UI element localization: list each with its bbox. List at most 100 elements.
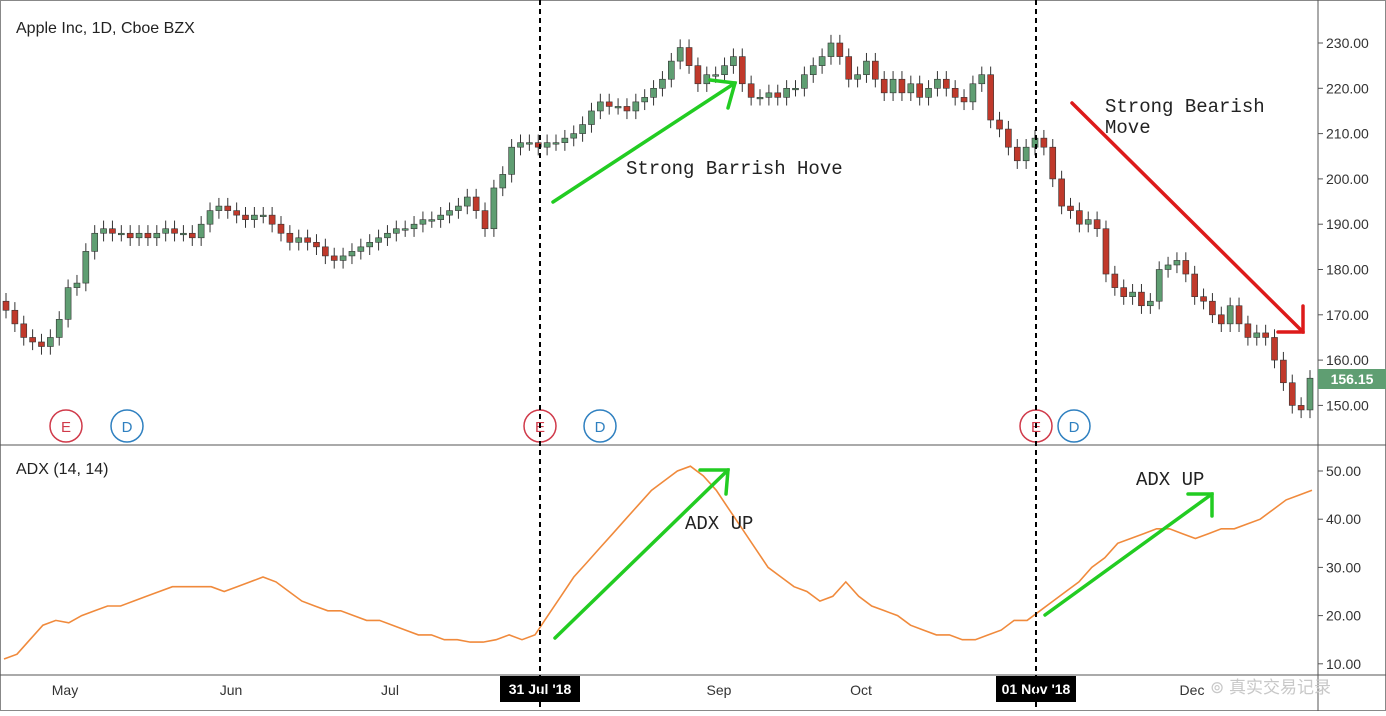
price-tick-label: 160.00 [1326,352,1369,368]
candle-body [827,42,835,57]
x-axis-label: Oct [850,682,872,698]
candle-body [978,74,986,85]
candle-body [765,92,773,98]
candle-body [490,187,498,230]
candle-body [375,237,382,243]
candle-body [712,74,719,77]
svg-text:D: D [122,419,133,436]
candle-body [934,78,941,89]
candle-body [1084,219,1092,225]
candle-body [1138,291,1145,307]
candle-body [1244,323,1252,338]
candle-body [721,65,728,76]
candle-body [162,228,169,234]
candle-body [561,137,569,143]
candle-body [472,196,480,211]
candle-body [623,106,631,112]
candle-body [987,74,994,121]
dividend-marker[interactable]: D [110,409,144,443]
price-tick-label: 220.00 [1326,80,1369,96]
candle-body [348,251,356,257]
x-axis-label: Dec [1180,682,1205,698]
price-tick-label: 170.00 [1326,307,1369,323]
candle-body [632,101,640,112]
candle-body [55,319,63,338]
candle-body [20,323,28,338]
candle-body [1217,314,1225,325]
candle-body [82,251,90,284]
candle-body [1049,146,1057,180]
candle-body [437,214,444,220]
candle-body [1120,287,1128,297]
candle-body [463,196,471,207]
main-chart-title: Apple Inc, 1D, Cboe BZX [16,20,195,37]
candle-body [517,142,524,148]
candle-body [1226,305,1234,325]
candle-body [1306,377,1314,411]
candle-body [845,56,853,80]
candle-body [641,97,648,103]
candle-body [907,83,915,94]
candle-body [384,232,391,239]
candle-body [730,56,737,66]
candle-body [339,255,347,261]
candle-body [738,56,746,85]
candle-body [1067,205,1074,211]
candle-body [783,88,790,98]
candle-body [597,101,604,112]
candle-body [428,219,436,222]
candle-body [2,300,10,311]
candle-body [1102,228,1110,275]
candle-body [1058,178,1065,207]
candle-body [1129,291,1136,297]
earnings-marker[interactable]: E [49,409,83,443]
x-axis-label: May [52,682,78,698]
price-tick-label: 190.00 [1326,216,1369,232]
candle-body [668,60,675,80]
candle-body [419,219,427,225]
candle-body [1253,332,1261,338]
candle-body [659,78,666,89]
candle-body [233,210,240,216]
price-tick-label: 180.00 [1326,262,1369,278]
candle-body [126,232,134,239]
candle-body [889,78,897,94]
candle-body [29,337,36,343]
dividend-marker[interactable]: D [1057,409,1091,443]
adx-tick-label: 10.00 [1326,656,1361,672]
candle-body [960,97,968,103]
candle-body [1076,210,1083,225]
candle-body [951,88,959,98]
candle-body [401,228,409,231]
candle-body [1235,305,1243,325]
last-price-label: 156.15 [1331,371,1374,387]
svg-text:E: E [61,419,71,436]
dividend-marker[interactable]: D [583,409,617,443]
candle-body [1164,264,1172,270]
candle-body [1191,273,1198,297]
candle-body [676,47,684,62]
adx-tick-label: 30.00 [1326,559,1361,575]
candle-body [880,78,888,94]
candle-body [925,88,932,98]
annotation-bearish-line1: Strong Bearish [1105,96,1265,118]
adx-layer [3,465,1313,660]
bullish-arrow [551,78,738,204]
candle-body [685,47,693,66]
candle-body [295,237,303,243]
candle-body [792,88,799,91]
candle-body [854,74,861,80]
adx-tick-label: 50.00 [1326,463,1361,479]
price-tick-label: 200.00 [1326,171,1369,187]
candle-body [605,101,613,107]
candle-body [91,232,99,252]
candle-body [118,232,125,236]
price-tick-label: 230.00 [1326,35,1369,51]
candle-body [996,119,1003,130]
candle-body [109,228,116,234]
candle-body [836,42,844,57]
candle-body [1262,332,1269,338]
candle-body [393,228,400,234]
candle-body [1200,296,1207,302]
adx-tick-label: 20.00 [1326,608,1361,624]
